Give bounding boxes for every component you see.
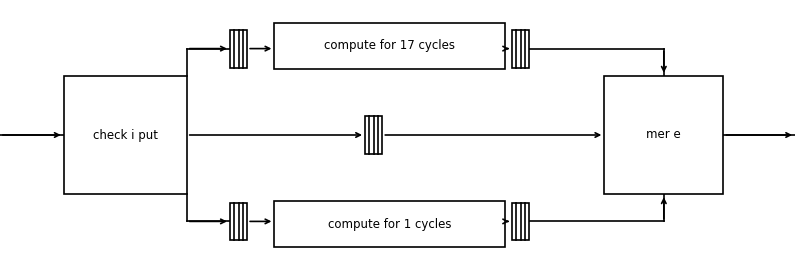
FancyBboxPatch shape xyxy=(512,30,529,68)
FancyBboxPatch shape xyxy=(274,23,505,69)
Text: compute for 17 cycles: compute for 17 cycles xyxy=(324,39,455,52)
FancyBboxPatch shape xyxy=(274,201,505,247)
Text: check i put: check i put xyxy=(93,129,157,141)
FancyBboxPatch shape xyxy=(64,76,187,194)
FancyBboxPatch shape xyxy=(230,202,247,240)
FancyBboxPatch shape xyxy=(365,116,382,154)
Text: compute for 1 cycles: compute for 1 cycles xyxy=(328,218,452,231)
FancyBboxPatch shape xyxy=(230,30,247,68)
FancyBboxPatch shape xyxy=(512,202,529,240)
Text: mer e: mer e xyxy=(646,129,681,141)
FancyBboxPatch shape xyxy=(604,76,723,194)
